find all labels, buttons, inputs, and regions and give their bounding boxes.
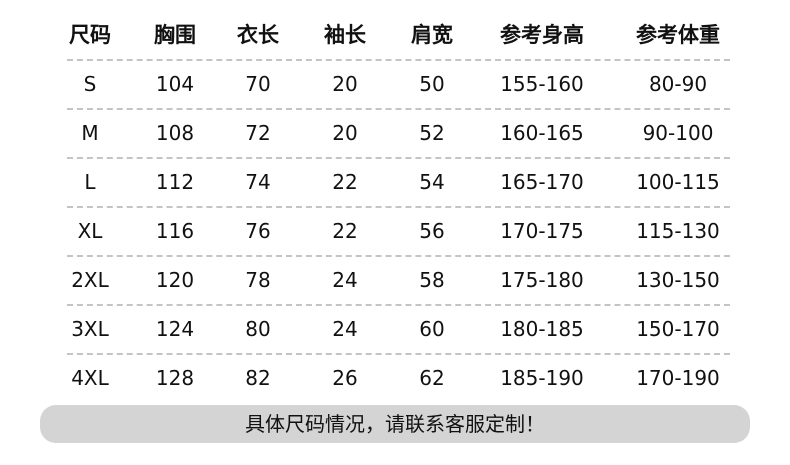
table-cell: 120 <box>155 268 195 292</box>
column-header: 袖长 <box>324 23 366 47</box>
table-cell: 80 <box>245 317 271 341</box>
row-divider <box>67 255 730 257</box>
table-cell: XL <box>77 219 103 243</box>
table-cell: 170-175 <box>500 219 584 243</box>
row-divider <box>67 206 730 208</box>
column-header: 参考身高 <box>500 23 584 47</box>
custom-size-note: 具体尺码情况，请联系客服定制！ <box>40 405 750 443</box>
table-cell: 20 <box>332 121 358 145</box>
table-row: L 112 74 22 54 165-170 100-115 <box>0 158 790 206</box>
table-cell: 175-180 <box>500 268 584 292</box>
row-divider <box>67 304 730 306</box>
table-cell: 90-100 <box>642 121 714 145</box>
table-cell: 108 <box>155 121 195 145</box>
table-cell: 160-165 <box>500 121 584 145</box>
table-cell: 74 <box>245 170 271 194</box>
table-cell: 80-90 <box>648 72 708 96</box>
table-cell: 115-130 <box>636 219 720 243</box>
table-row: XL 116 76 22 56 170-175 115-130 <box>0 207 790 255</box>
table-cell: S <box>83 72 97 96</box>
row-divider <box>67 353 730 355</box>
table-cell: 24 <box>332 317 358 341</box>
table-cell: 104 <box>155 72 195 96</box>
table-cell: 70 <box>245 72 271 96</box>
table-cell: 155-160 <box>500 72 584 96</box>
table-cell: 130-150 <box>636 268 720 292</box>
column-header: 尺码 <box>69 23 111 47</box>
table-cell: 100-115 <box>636 170 720 194</box>
table-row: 2XL 120 78 24 58 175-180 130-150 <box>0 256 790 304</box>
table-cell: 180-185 <box>500 317 584 341</box>
table-cell: 22 <box>332 170 358 194</box>
table-cell: 60 <box>419 317 445 341</box>
table-row: 4XL 128 82 26 62 185-190 170-190 <box>0 354 790 402</box>
table-row: 3XL 124 80 24 60 180-185 150-170 <box>0 305 790 353</box>
table-cell: L <box>84 170 96 194</box>
table-cell: 3XL <box>71 317 109 341</box>
table-cell: 26 <box>332 366 358 390</box>
table-cell: 54 <box>419 170 445 194</box>
table-cell: 170-190 <box>636 366 720 390</box>
table-cell: 52 <box>419 121 445 145</box>
table-cell: 50 <box>419 72 445 96</box>
table-cell: 24 <box>332 268 358 292</box>
table-cell: 58 <box>419 268 445 292</box>
table-cell: 62 <box>419 366 445 390</box>
table-cell: 185-190 <box>500 366 584 390</box>
table-cell: 124 <box>155 317 195 341</box>
header-row: 尺码 胸围 衣长 袖长 肩宽 参考身高 参考体重 <box>0 11 790 59</box>
table-row: S 104 70 20 50 155-160 80-90 <box>0 60 790 108</box>
column-header: 参考体重 <box>636 23 720 47</box>
column-header: 肩宽 <box>411 23 453 47</box>
table-cell: 116 <box>155 219 195 243</box>
row-divider <box>67 59 730 61</box>
column-header: 衣长 <box>237 23 279 47</box>
row-divider <box>67 108 730 110</box>
table-cell: 2XL <box>71 268 109 292</box>
table-cell: 56 <box>419 219 445 243</box>
row-divider <box>67 157 730 159</box>
table-cell: 128 <box>155 366 195 390</box>
table-cell: 22 <box>332 219 358 243</box>
table-cell: M <box>81 121 99 145</box>
table-cell: 4XL <box>71 366 109 390</box>
column-header: 胸围 <box>154 23 196 47</box>
table-cell: 150-170 <box>636 317 720 341</box>
table-cell: 72 <box>245 121 271 145</box>
table-cell: 78 <box>245 268 271 292</box>
table-cell: 82 <box>245 366 271 390</box>
table-row: M 108 72 20 52 160-165 90-100 <box>0 109 790 157</box>
table-cell: 112 <box>155 170 195 194</box>
table-cell: 76 <box>245 219 271 243</box>
table-cell: 20 <box>332 72 358 96</box>
table-cell: 165-170 <box>500 170 584 194</box>
